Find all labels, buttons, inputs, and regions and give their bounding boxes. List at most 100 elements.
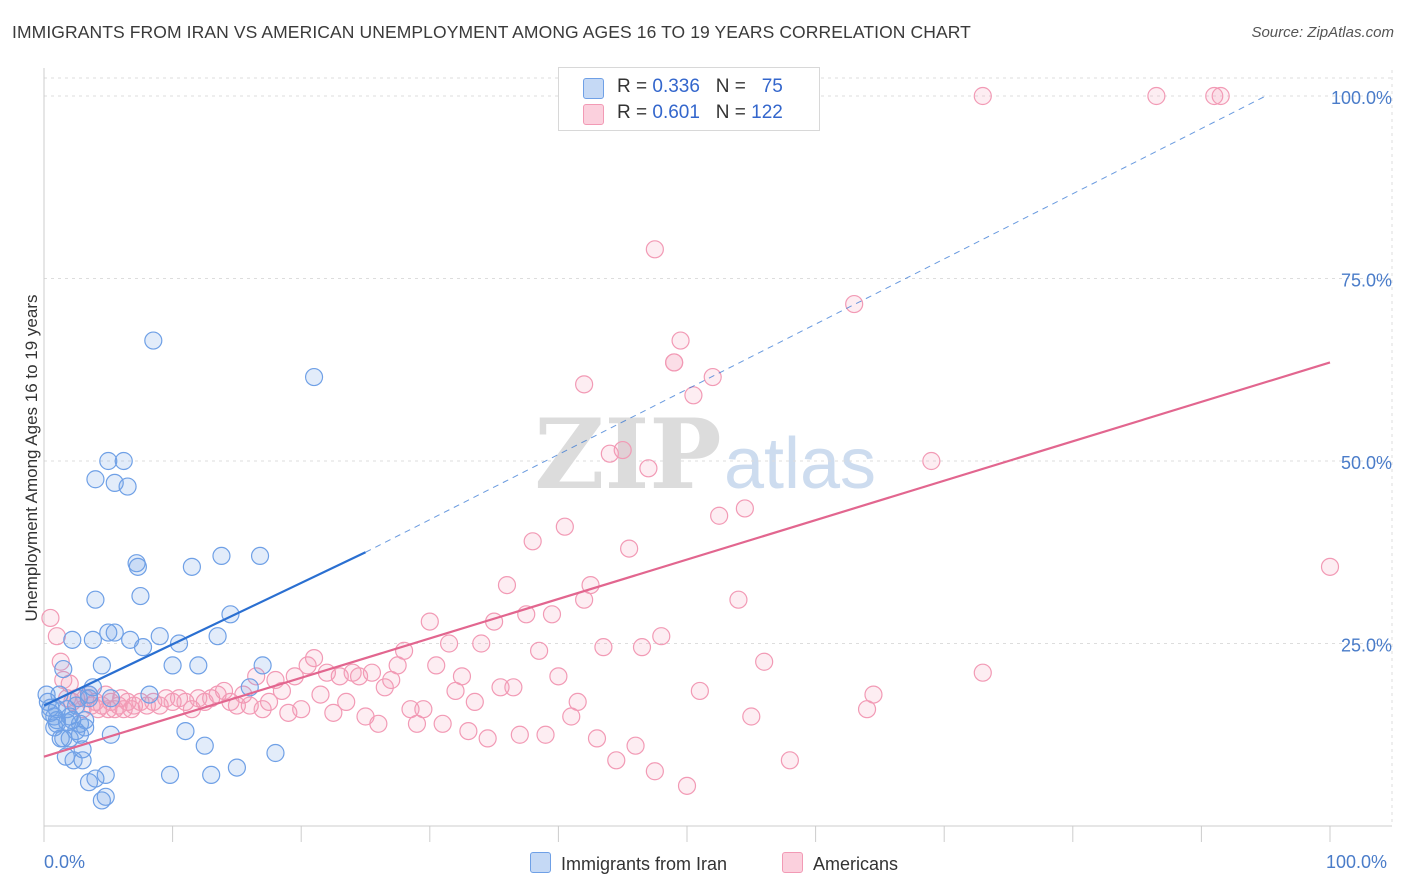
iran-point [250, 546, 270, 566]
iran-point [79, 685, 99, 704]
iran-point [253, 656, 272, 675]
iran-point [86, 769, 105, 788]
americans-point [530, 641, 549, 660]
legend-swatch-americans [583, 104, 604, 125]
y-axis-label: Unemployment Among Ages 16 to 19 years [22, 294, 41, 622]
americans-point [594, 638, 613, 657]
americans-point [472, 634, 491, 653]
iran-point [54, 729, 73, 748]
americans-point [510, 725, 529, 744]
iran-point [212, 546, 231, 566]
americans-point [665, 353, 684, 372]
y-tick-label: 100.0% [1331, 88, 1392, 108]
iran-point [133, 638, 153, 657]
y-tick-label: 75.0% [1341, 271, 1392, 291]
americans-point [491, 678, 510, 697]
americans-point [523, 532, 542, 551]
iran-point [140, 685, 159, 704]
americans-point [684, 386, 703, 405]
chart-title: IMMIGRANTS FROM IRAN VS AMERICAN UNEMPLO… [12, 22, 971, 42]
iran-point [83, 630, 102, 649]
iran-point [114, 451, 133, 471]
legend-n-label: N = [715, 102, 752, 123]
americans-point [729, 590, 748, 609]
bottom-legend-americans: Americans [782, 852, 898, 875]
stats-legend: R = 0.336 N = 75 R = 0.601 N = 122 [558, 67, 820, 131]
americans-point [47, 627, 66, 646]
iran-point [101, 725, 120, 744]
iran-point [128, 557, 147, 576]
iran-point [92, 656, 111, 675]
iran-point [96, 765, 115, 785]
iran-point [105, 623, 124, 642]
legend-n-label: N = [715, 76, 752, 97]
iran-trend-line [43, 551, 366, 707]
americans-point [652, 627, 671, 646]
americans-point [626, 736, 645, 755]
bottom-legend-iran: Immigrants from Iran [530, 852, 727, 875]
iran-point [99, 623, 118, 642]
americans-point [311, 685, 330, 704]
americans-point [845, 294, 864, 314]
americans-point [645, 240, 664, 259]
americans-point [478, 729, 497, 748]
americans-point [677, 776, 697, 795]
iran-point [202, 765, 221, 785]
bottom-legend-swatch-americans [782, 852, 803, 873]
americans-point [439, 634, 459, 653]
americans-point [735, 499, 754, 518]
iran-point [60, 729, 79, 748]
americans-point [51, 652, 70, 671]
iran-point [58, 700, 77, 719]
iran-point [227, 758, 246, 777]
iran-trend-extension [365, 95, 1266, 553]
iran-point [60, 707, 79, 726]
legend-n-value-iran: 75 [761, 76, 783, 97]
iran-point [176, 721, 195, 741]
iran-point [99, 451, 118, 471]
y-tick-label: 50.0% [1341, 453, 1392, 473]
iran-point [182, 557, 201, 576]
iran-point [195, 736, 214, 755]
americans-point [690, 681, 709, 701]
americans-point [497, 575, 517, 595]
iran-point [64, 751, 83, 770]
americans-point [710, 506, 729, 525]
iran-point [101, 689, 120, 708]
americans-point [272, 681, 292, 701]
bottom-legend-label-iran: Immigrants from Iran [561, 854, 728, 874]
americans-point [1205, 86, 1224, 106]
americans-point [755, 652, 774, 671]
americans-point [214, 681, 234, 701]
iran-point [189, 656, 208, 675]
americans-point [555, 517, 574, 536]
americans-point [253, 700, 272, 719]
americans-point [864, 685, 883, 704]
iran-point [86, 470, 105, 489]
bottom-legend-swatch-iran [530, 852, 551, 873]
americans-point [459, 721, 478, 741]
americans-point [549, 667, 568, 686]
americans-point [1147, 86, 1166, 106]
bottom-legend-label-americans: Americans [813, 854, 899, 874]
americans-point [780, 751, 799, 770]
americans-point [337, 692, 356, 712]
legend-r-label: R = [617, 76, 653, 97]
americans-point [575, 375, 594, 394]
legend-n-value-americans: 122 [751, 102, 783, 123]
iran-point [266, 743, 285, 763]
americans-point [536, 725, 555, 744]
iran-point [54, 659, 73, 679]
americans-point [414, 700, 433, 719]
legend-swatch-iran [583, 78, 604, 99]
americans-point [324, 703, 343, 722]
americans-point [973, 86, 992, 106]
americans-point [568, 692, 587, 712]
americans-point [99, 700, 118, 719]
americans-point [420, 612, 439, 631]
americans-point [465, 692, 484, 712]
x-tick-label-max: 100.0% [1326, 852, 1388, 872]
iran-point [63, 630, 82, 649]
americans-point [247, 667, 266, 686]
